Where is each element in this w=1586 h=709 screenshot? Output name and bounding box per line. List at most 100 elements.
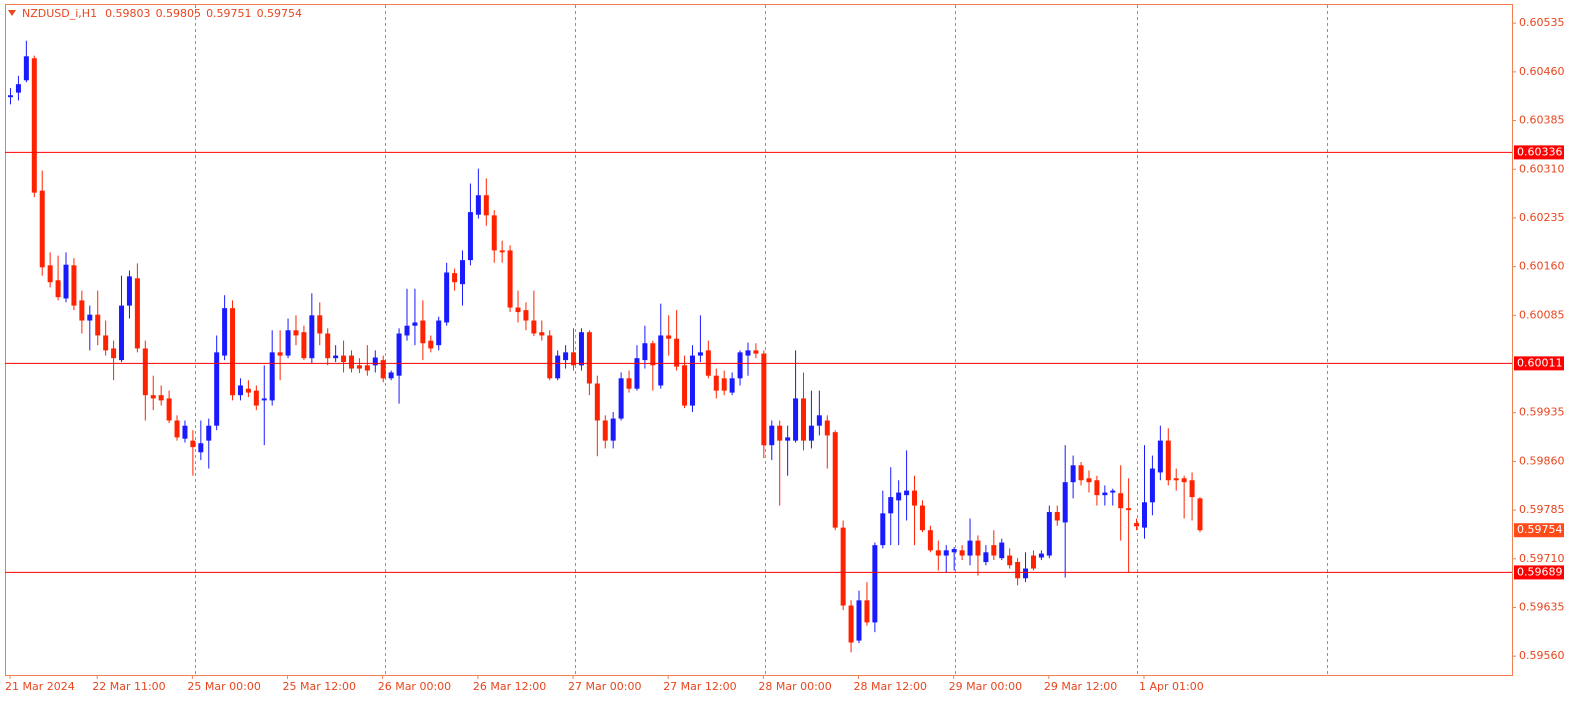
level-label-box <box>1514 356 1564 371</box>
plot-frame <box>5 4 1513 676</box>
candle-body <box>571 352 577 366</box>
chart-header: NZDUSD_i,H1 0.59803 0.59805 0.59751 0.59754 <box>22 7 302 20</box>
candle-body <box>721 378 727 391</box>
candle-body <box>689 355 695 406</box>
candle-body <box>293 330 299 336</box>
candle-body <box>626 378 632 389</box>
candle-body <box>404 325 410 336</box>
candle-body <box>285 330 291 356</box>
candle-body <box>253 390 259 406</box>
candle-body <box>951 549 957 553</box>
candle-body <box>47 265 53 283</box>
y-tick-label: 0.60460 <box>1519 65 1565 78</box>
candle-body <box>309 315 315 359</box>
y-tick-label: 0.60385 <box>1519 114 1565 127</box>
header-low: 0.59751 <box>206 7 252 20</box>
candle-body <box>190 440 196 448</box>
candle-body <box>206 425 212 441</box>
candle-body <box>650 343 656 366</box>
y-tick-label: 0.60310 <box>1519 162 1565 175</box>
candle-body <box>1181 478 1187 483</box>
candle-body <box>1141 502 1147 528</box>
candle-body <box>388 372 394 379</box>
candle-body <box>245 388 251 393</box>
candle-body <box>753 350 759 354</box>
candle-body <box>658 335 664 386</box>
candle-body <box>222 308 228 356</box>
candle-body <box>1023 568 1029 579</box>
candle-body <box>436 320 442 346</box>
candle-body <box>967 540 973 556</box>
candle-body <box>729 378 735 393</box>
candle-body <box>777 425 783 441</box>
candle-body <box>999 542 1005 559</box>
candle-body <box>896 492 902 501</box>
candle-body <box>1094 480 1100 496</box>
candle-body <box>761 353 767 446</box>
candle-body <box>111 348 117 359</box>
candle-body <box>919 505 925 531</box>
header-close: 0.59754 <box>257 7 303 20</box>
candle-body <box>499 250 505 253</box>
candle-body <box>15 84 21 93</box>
candle-body <box>642 343 648 361</box>
candle-body <box>507 250 513 308</box>
candle-body <box>864 600 870 623</box>
x-tick-label: 27 Mar 12:00 <box>663 680 736 693</box>
candle-body <box>1102 492 1108 496</box>
y-tick-label: 0.59935 <box>1519 406 1565 419</box>
x-tick-label: 1 Apr 01:00 <box>1139 680 1204 693</box>
candle-body <box>555 355 561 379</box>
y-tick-label: 0.60235 <box>1519 211 1565 224</box>
candle-body <box>824 420 830 436</box>
candle-body <box>79 300 85 321</box>
candle-body <box>785 437 791 441</box>
candle-body <box>134 278 140 349</box>
candle-body <box>63 264 69 299</box>
x-tick-label: 21 Mar 2024 <box>5 680 75 693</box>
candle-body <box>412 322 418 326</box>
header-high: 0.59805 <box>156 7 202 20</box>
candle-body <box>269 352 275 401</box>
y-tick-label: 0.60160 <box>1519 260 1565 273</box>
header-marker <box>8 10 16 16</box>
candle-body <box>348 355 354 369</box>
candle-body <box>277 352 283 356</box>
x-tick-label: 29 Mar 12:00 <box>1044 680 1117 693</box>
candle-body <box>1054 512 1060 521</box>
candle-body <box>745 350 751 356</box>
x-tick-label: 28 Mar 00:00 <box>758 680 831 693</box>
candle-body <box>444 272 450 323</box>
candle-body <box>943 550 949 556</box>
candle-body <box>372 357 378 366</box>
x-tick-label: 28 Mar 12:00 <box>854 680 927 693</box>
candle-body <box>182 425 188 439</box>
candle-body <box>539 332 545 336</box>
candle-body <box>975 540 981 556</box>
candle-body <box>634 358 640 389</box>
candle-body <box>983 552 989 563</box>
candle-body <box>103 335 109 351</box>
candle-body <box>491 215 497 251</box>
candle-body <box>301 332 307 359</box>
candle-body <box>126 276 132 306</box>
candle-body <box>927 530 933 551</box>
candle-body <box>1118 493 1124 509</box>
candle-body <box>158 395 164 401</box>
candle-body <box>420 320 426 344</box>
candle-body <box>594 383 600 421</box>
y-tick-label: 0.59635 <box>1519 600 1565 613</box>
candle-body <box>1046 512 1052 556</box>
x-tick-label: 27 Mar 00:00 <box>568 680 641 693</box>
level-label: 0.60336 <box>1517 145 1563 158</box>
candle-body <box>364 365 370 371</box>
candle-body <box>578 332 584 366</box>
candle-body <box>55 280 61 298</box>
candle-body <box>325 333 331 359</box>
y-tick-label: 0.59560 <box>1519 649 1565 662</box>
candle-body <box>174 420 180 438</box>
candle-body <box>713 375 719 391</box>
level-label: 0.60011 <box>1517 356 1563 369</box>
candle-body <box>793 398 799 441</box>
y-tick-label: 0.60085 <box>1519 308 1565 321</box>
